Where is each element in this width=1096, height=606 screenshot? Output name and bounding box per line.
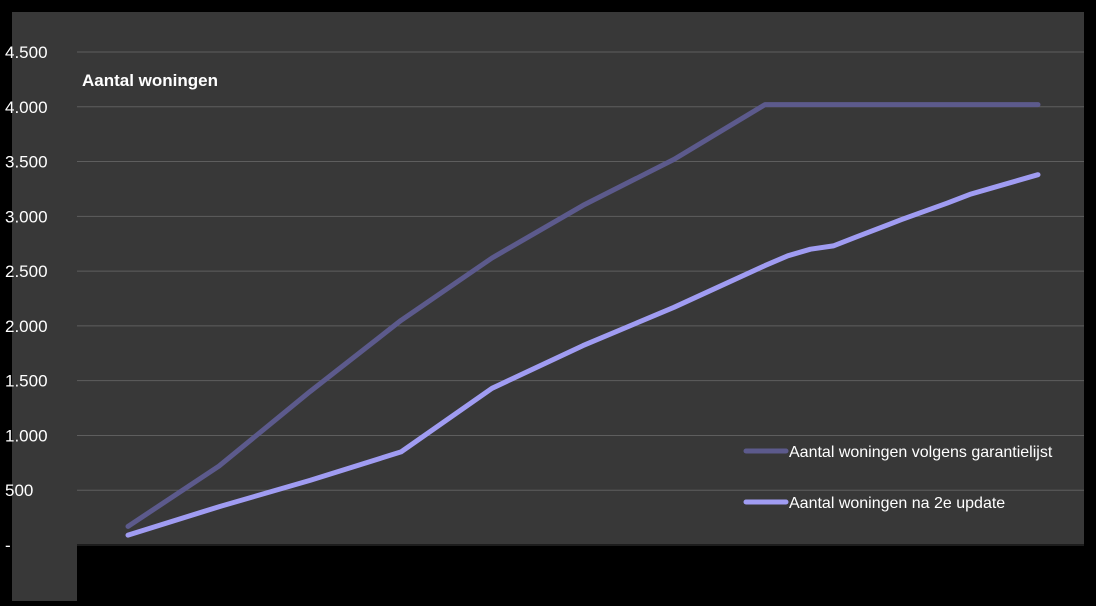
y-tick-label: 1.000	[5, 426, 48, 445]
plot-background	[12, 12, 1084, 601]
series-line-2	[125, 172, 1041, 538]
legend-label: Aantal woningen volgens garantielijst	[789, 444, 1053, 461]
series-lines	[125, 102, 1041, 538]
x-axis-band	[77, 546, 1084, 601]
chart-title: Aantal woningen	[82, 71, 218, 90]
y-axis-tick-labels: - 500 1.000 1.500 2.000 2.500 3.000 3.500 4.000 4…	[5, 43, 48, 555]
series-line-1	[125, 102, 1041, 529]
legend-label: Aantal woningen na 2e update	[789, 495, 1005, 512]
y-tick-label: 3.000	[5, 207, 48, 226]
legend: Aantal woningen volgens garantielijst Aan…	[743, 444, 1053, 512]
y-tick-label: 500	[5, 481, 33, 500]
y-tick-label: 1.500	[5, 372, 48, 391]
y-tick-label: 4.500	[5, 43, 48, 62]
y-tick-label: -	[5, 536, 11, 555]
y-tick-label: 4.000	[5, 98, 48, 117]
y-tick-label: 2.000	[5, 317, 48, 336]
y-tick-label: 3.500	[5, 153, 48, 172]
y-tick-label: 2.500	[5, 262, 48, 281]
gridlines	[77, 51, 1084, 491]
